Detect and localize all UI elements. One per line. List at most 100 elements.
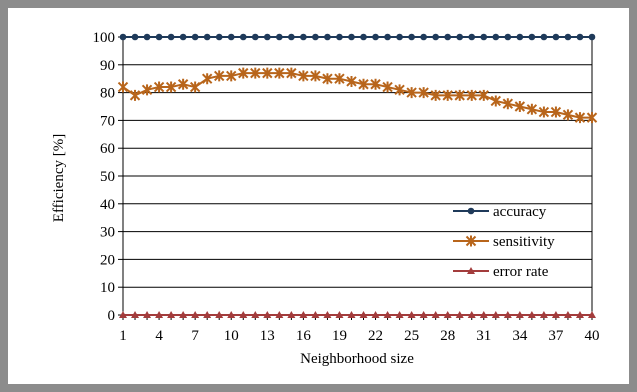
data-point-accuracy bbox=[131, 33, 139, 41]
data-point-sensitivity bbox=[201, 73, 213, 85]
legend-label-error-rate: error rate bbox=[493, 264, 549, 280]
legend-marker-accuracy bbox=[467, 207, 475, 215]
data-point-sensitivity bbox=[334, 73, 345, 85]
x-tick-label: 4 bbox=[155, 328, 163, 344]
series-sensitivity bbox=[117, 67, 598, 124]
legend-label-sensitivity: sensitivity bbox=[493, 234, 555, 250]
series-accuracy bbox=[119, 33, 596, 41]
data-point-sensitivity bbox=[466, 89, 477, 101]
data-point-error-rate bbox=[143, 311, 152, 318]
data-point-accuracy bbox=[276, 33, 283, 41]
data-point-accuracy bbox=[360, 33, 367, 41]
data-point-accuracy bbox=[516, 33, 524, 41]
data-point-accuracy bbox=[239, 33, 247, 41]
data-point-accuracy bbox=[348, 33, 355, 41]
data-point-error-rate bbox=[359, 311, 368, 318]
data-point-accuracy bbox=[444, 33, 451, 41]
x-tick-label: 19 bbox=[332, 328, 347, 344]
data-point-sensitivity bbox=[250, 67, 261, 79]
data-point-error-rate bbox=[311, 311, 320, 318]
x-tick-label: 22 bbox=[368, 328, 383, 344]
data-point-accuracy bbox=[155, 33, 163, 41]
data-point-error-rate bbox=[203, 311, 212, 318]
data-point-error-rate bbox=[491, 311, 500, 318]
data-point-sensitivity bbox=[262, 67, 273, 79]
data-point-accuracy bbox=[215, 33, 223, 41]
data-point-error-rate bbox=[347, 311, 356, 318]
y-tick-label: 10 bbox=[100, 280, 115, 296]
data-point-accuracy bbox=[119, 33, 127, 41]
data-point-sensitivity bbox=[129, 89, 141, 101]
y-axis-ticks: 0 10 20 30 40 50 60 70 80 90 100 bbox=[93, 30, 116, 324]
data-point-error-rate bbox=[383, 311, 392, 318]
data-point-sensitivity bbox=[141, 84, 153, 96]
data-point-accuracy bbox=[179, 33, 187, 41]
data-point-accuracy bbox=[324, 33, 331, 41]
data-point-sensitivity bbox=[514, 101, 526, 112]
series-error-rate bbox=[119, 311, 596, 318]
data-point-sensitivity bbox=[322, 73, 333, 85]
data-point-sensitivity bbox=[117, 81, 129, 93]
data-point-accuracy bbox=[300, 33, 307, 41]
data-point-sensitivity bbox=[274, 67, 285, 79]
y-tick-label: 100 bbox=[93, 30, 116, 46]
data-point-sensitivity bbox=[442, 89, 453, 101]
data-point-error-rate bbox=[527, 311, 536, 318]
data-point-error-rate bbox=[299, 311, 308, 318]
data-point-error-rate bbox=[551, 311, 560, 318]
x-tick-label: 28 bbox=[440, 328, 455, 344]
data-point-accuracy bbox=[564, 33, 572, 41]
data-point-sensitivity bbox=[454, 89, 465, 101]
data-point-error-rate bbox=[419, 311, 428, 318]
data-point-sensitivity bbox=[286, 67, 297, 79]
data-point-error-rate bbox=[275, 311, 284, 318]
data-point-error-rate bbox=[131, 311, 140, 318]
data-point-error-rate bbox=[455, 311, 464, 318]
data-point-error-rate bbox=[335, 311, 344, 318]
data-point-error-rate bbox=[467, 311, 476, 318]
data-point-accuracy bbox=[264, 33, 271, 41]
data-point-error-rate bbox=[323, 311, 332, 318]
data-point-accuracy bbox=[576, 33, 584, 41]
data-point-accuracy bbox=[456, 33, 464, 41]
data-point-error-rate bbox=[407, 311, 416, 318]
data-point-accuracy bbox=[203, 33, 211, 41]
y-axis-title: Efficiency [%] bbox=[51, 134, 67, 222]
y-tick-label: 70 bbox=[100, 113, 115, 129]
data-point-sensitivity bbox=[153, 81, 165, 93]
data-point-sensitivity bbox=[586, 112, 598, 124]
x-tick-label: 37 bbox=[548, 328, 564, 344]
data-point-error-rate bbox=[119, 311, 127, 318]
data-point-error-rate bbox=[179, 311, 188, 318]
data-point-error-rate bbox=[167, 311, 176, 318]
data-point-sensitivity bbox=[226, 70, 237, 82]
data-point-sensitivity bbox=[310, 70, 321, 82]
data-point-sensitivity bbox=[502, 98, 514, 110]
data-point-error-rate bbox=[515, 311, 524, 318]
data-point-sensitivity bbox=[490, 95, 502, 107]
data-point-error-rate bbox=[539, 311, 548, 318]
data-point-accuracy bbox=[288, 33, 295, 41]
data-point-error-rate bbox=[155, 311, 164, 318]
data-point-sensitivity bbox=[550, 106, 562, 118]
data-point-accuracy bbox=[396, 33, 403, 41]
legend-label-accuracy: accuracy bbox=[493, 204, 547, 220]
data-point-error-rate bbox=[443, 311, 452, 318]
data-point-sensitivity bbox=[406, 87, 417, 99]
data-point-accuracy bbox=[143, 33, 151, 41]
data-point-error-rate bbox=[575, 311, 584, 318]
data-point-accuracy bbox=[468, 33, 476, 41]
series-line-sensitivity bbox=[122, 72, 592, 119]
data-point-sensitivity bbox=[165, 81, 177, 93]
data-point-error-rate bbox=[251, 311, 260, 318]
data-point-error-rate bbox=[287, 311, 296, 318]
data-point-accuracy bbox=[227, 33, 235, 41]
x-axis-ticks: 1 4 7 10 13 16 19 22 25 28 31 34 37 40 bbox=[119, 328, 599, 344]
data-point-error-rate bbox=[263, 311, 272, 318]
data-point-accuracy bbox=[167, 33, 175, 41]
legend-marker-sensitivity bbox=[465, 235, 477, 247]
x-tick-label: 10 bbox=[224, 328, 239, 344]
data-point-error-rate bbox=[239, 311, 248, 318]
data-point-accuracy bbox=[504, 33, 512, 41]
